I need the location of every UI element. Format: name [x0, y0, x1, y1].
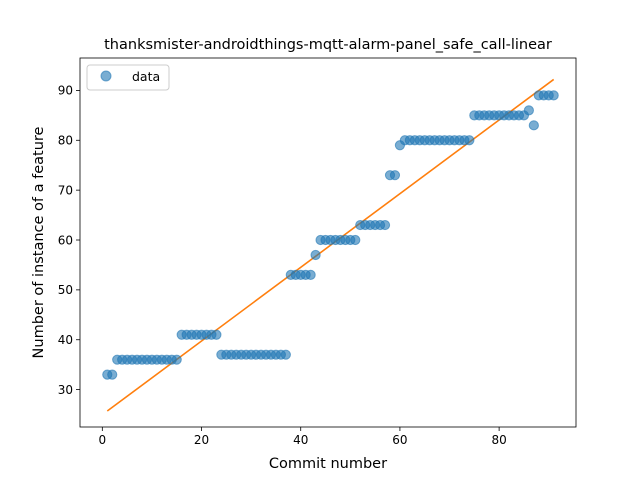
data-point — [379, 219, 391, 231]
data-point — [350, 234, 361, 246]
y-tick-label: 80 — [58, 134, 73, 148]
data-point — [211, 329, 222, 340]
chart-title: thanksmister-androidthings-mqtt-alarm-pa… — [104, 37, 552, 53]
x-tick-label: 40 — [293, 433, 308, 447]
x-tick-label: 80 — [491, 433, 506, 447]
y-tick-label: 40 — [58, 333, 73, 347]
data-point — [280, 349, 291, 360]
y-tick-label: 90 — [58, 84, 73, 98]
y-tick-label: 50 — [58, 283, 73, 297]
y-axis-label: Number of instance of a feature — [31, 126, 47, 358]
y-tick-label: 60 — [58, 233, 73, 247]
data-point — [548, 90, 559, 101]
data-point — [171, 354, 182, 365]
y-tick-label: 30 — [58, 383, 73, 397]
plot-frame — [79, 57, 577, 428]
data-points-layer — [102, 90, 559, 380]
data-point — [305, 269, 316, 281]
data-point — [310, 249, 321, 261]
y-tick-label: 70 — [58, 183, 73, 197]
legend: data — [86, 64, 170, 91]
data-point — [107, 369, 118, 380]
legend-label: data — [132, 69, 160, 84]
data-point — [528, 120, 539, 131]
y-axis-ticks: 30 40 50 60 70 80 90 — [58, 84, 80, 397]
data-point — [523, 105, 534, 116]
x-tick-label: 20 — [194, 433, 209, 447]
x-axis-label: Commit number — [269, 456, 387, 472]
x-tick-label: 60 — [392, 433, 407, 447]
fit-line-layer — [106, 78, 555, 412]
data-point — [389, 170, 401, 181]
data-point — [464, 135, 475, 146]
fit-line — [106, 78, 555, 412]
x-tick-label: 0 — [98, 433, 106, 447]
x-axis-ticks: 0 20 40 60 80 — [98, 427, 507, 447]
legend-marker-icon — [100, 70, 112, 82]
